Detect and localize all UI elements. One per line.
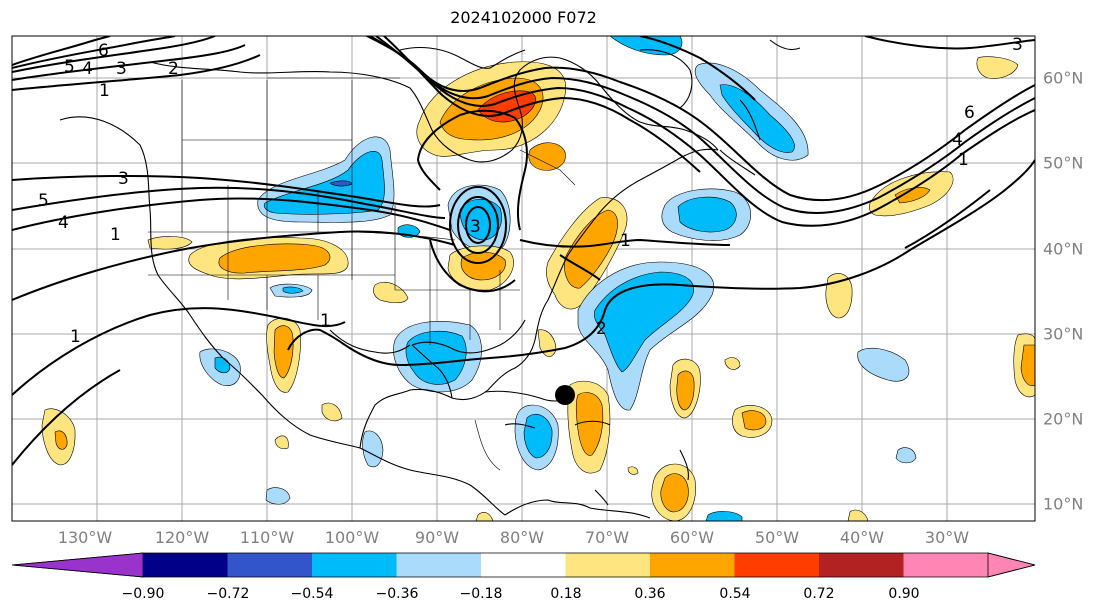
colorbar-tick-label: 0.54	[719, 586, 751, 602]
lat-label: 20°N	[1043, 409, 1084, 429]
lon-label: 120°W	[154, 528, 210, 547]
colorbar	[11, 552, 1036, 578]
contour-label: 6	[98, 41, 109, 61]
colorbar-tick-label: 0.18	[550, 586, 582, 602]
contour-label: 5	[64, 57, 75, 77]
colorbar-tick-label: −0.90	[121, 586, 165, 602]
lat-label: 50°N	[1043, 153, 1084, 173]
forecast-map: 6 5 4 3 2 1 1 3 4 5 1 1 1 1 2 6 4 3 3	[11, 35, 1036, 522]
contour-label: 4	[952, 130, 963, 150]
contour-label: 1	[620, 231, 631, 251]
colorbar-bin	[227, 553, 312, 577]
contour-label: 6	[964, 103, 975, 123]
lon-label: 40°W	[839, 528, 885, 547]
map-title: 2024102000 F072	[450, 8, 597, 27]
lat-label: 10°N	[1043, 494, 1084, 514]
lon-label: 30°W	[924, 528, 970, 547]
colorbar-tick-label: −0.36	[375, 586, 419, 602]
contour-label: 3	[118, 169, 129, 189]
lat-label: 40°N	[1043, 239, 1084, 259]
colorbar-bin	[396, 553, 481, 577]
contour-label: 4	[82, 59, 93, 79]
lon-label: 80°W	[499, 528, 545, 547]
lon-label: 130°W	[57, 528, 113, 547]
colorbar-bin	[819, 553, 904, 577]
contour-label: 1	[99, 81, 110, 101]
lon-label: 110°W	[239, 528, 295, 547]
contour-label: 1	[110, 225, 121, 245]
lat-label: 30°N	[1043, 324, 1084, 344]
contour-label: 2	[596, 319, 607, 339]
colorbar-tick-label: −0.72	[206, 586, 250, 602]
colorbar-tick-label: 0.90	[888, 586, 920, 602]
colorbar-tick-label: 0.36	[634, 586, 666, 602]
contour-label: 2	[168, 59, 179, 79]
height-contours	[12, 36, 1035, 466]
contour-label: 3	[470, 217, 481, 237]
contour-label: 1	[70, 327, 81, 347]
lon-label: 100°W	[324, 528, 380, 547]
colorbar-tick-label: −0.54	[290, 586, 334, 602]
contour-label: 1	[958, 150, 969, 170]
colorbar-bin	[650, 553, 735, 577]
lon-label: 90°W	[414, 528, 460, 547]
colorbar-bin	[903, 553, 988, 577]
storm-marker	[555, 385, 575, 405]
contour-labels: 6 5 4 3 2 1 1 3 4 5 1 1 1 1 2 6 4 3 3	[38, 35, 1023, 347]
contour-label: 1	[320, 311, 331, 331]
contour-label: 4	[58, 213, 69, 233]
lat-label: 60°N	[1043, 68, 1084, 88]
contour-label: 3	[116, 59, 127, 79]
colorbar-bin	[481, 553, 566, 577]
colorbar-tick-label: 0.72	[803, 586, 835, 602]
colorbar-outline	[11, 552, 1036, 578]
contour-label: 5	[38, 191, 49, 211]
coastlines	[59, 39, 801, 519]
colorbar-bin	[143, 553, 228, 577]
colorbar-tick-label: −0.18	[459, 586, 503, 602]
colorbar-extend-low	[11, 552, 144, 578]
contour-label: 3	[1012, 35, 1023, 55]
lon-label: 70°W	[584, 528, 630, 547]
lon-label: 50°W	[754, 528, 800, 547]
colorbar-bin	[734, 553, 819, 577]
lon-label: 60°W	[669, 528, 715, 547]
colorbar-bin	[565, 553, 650, 577]
colorbar-bin	[312, 553, 397, 577]
colorbar-extend-high	[987, 552, 1036, 578]
